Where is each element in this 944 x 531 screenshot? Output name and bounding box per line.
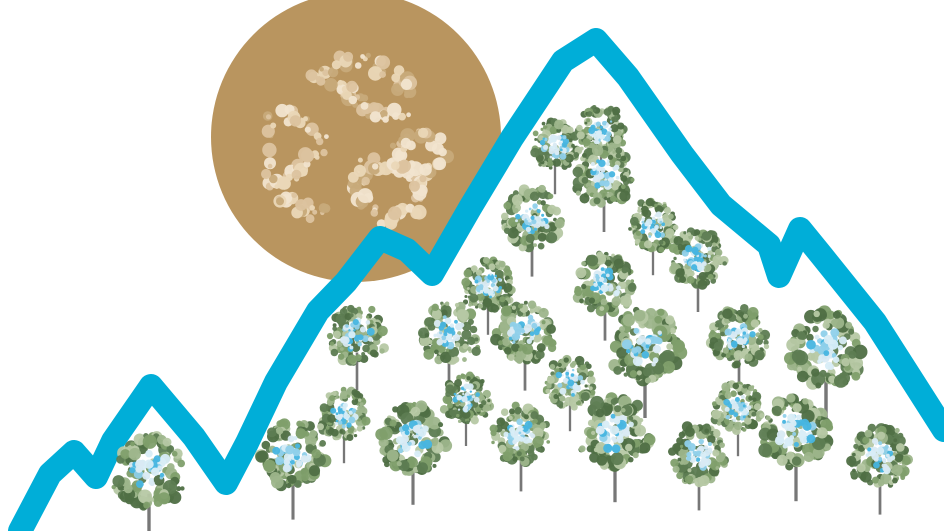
illustration-scene bbox=[0, 0, 944, 531]
